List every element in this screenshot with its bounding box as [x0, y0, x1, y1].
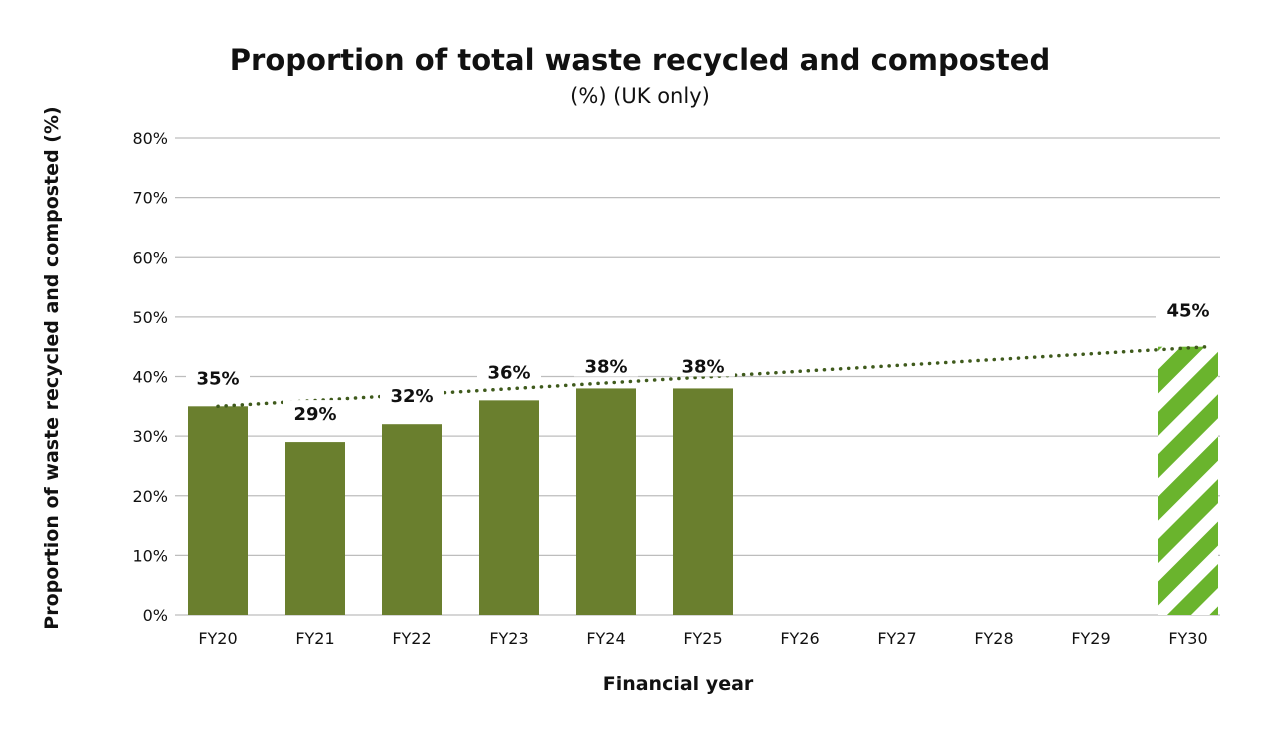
x-axis-label: Financial year	[603, 673, 754, 695]
chart-subtitle: (%) (UK only)	[570, 84, 710, 108]
x-tick-label: FY23	[489, 629, 528, 648]
bar	[576, 388, 636, 615]
x-tick-label: FY28	[974, 629, 1013, 648]
y-axis-label: Proportion of waste recycled and compost…	[41, 106, 63, 629]
y-tick-label: 80%	[132, 129, 168, 148]
x-tick-label: FY29	[1071, 629, 1110, 648]
y-tick-label: 30%	[132, 427, 168, 446]
x-tick-label: FY27	[877, 629, 916, 648]
data-label-bg	[671, 352, 735, 377]
x-tick-label: FY24	[586, 629, 625, 648]
y-tick-label: 70%	[132, 189, 168, 208]
x-tick-label: FY22	[392, 629, 431, 648]
y-tick-label: 10%	[132, 546, 168, 565]
bar	[479, 400, 539, 615]
data-label-bg	[477, 358, 541, 383]
x-tick-label: FY25	[683, 629, 722, 648]
data-label-bg	[380, 382, 444, 407]
bar	[673, 388, 733, 615]
x-tick-label: FY26	[780, 629, 819, 648]
data-label-bg	[1156, 296, 1220, 321]
chart-title: Proportion of total waste recycled and c…	[230, 43, 1050, 77]
data-label-bg	[283, 400, 347, 425]
data-label: 35%	[196, 368, 239, 389]
bar	[382, 424, 442, 615]
y-tick-label: 60%	[132, 248, 168, 267]
x-tick-label: FY21	[295, 629, 334, 648]
data-label: 45%	[1166, 301, 1209, 322]
data-label-bg	[574, 352, 638, 377]
data-label: 36%	[487, 362, 530, 383]
y-tick-label: 50%	[132, 308, 168, 327]
bar	[188, 406, 248, 615]
y-tick-label: 20%	[132, 487, 168, 506]
target-bar	[1158, 346, 1218, 615]
data-label: 38%	[681, 356, 724, 377]
trendline	[216, 344, 1210, 409]
bar	[285, 442, 345, 615]
data-label: 29%	[293, 404, 336, 425]
data-label: 32%	[390, 386, 433, 407]
x-tick-label: FY30	[1168, 629, 1207, 648]
y-tick-label: 40%	[132, 368, 168, 387]
x-tick-label: FY20	[198, 629, 237, 648]
data-label: 38%	[584, 356, 627, 377]
y-tick-label: 0%	[143, 606, 168, 625]
data-label-bg	[186, 364, 250, 389]
